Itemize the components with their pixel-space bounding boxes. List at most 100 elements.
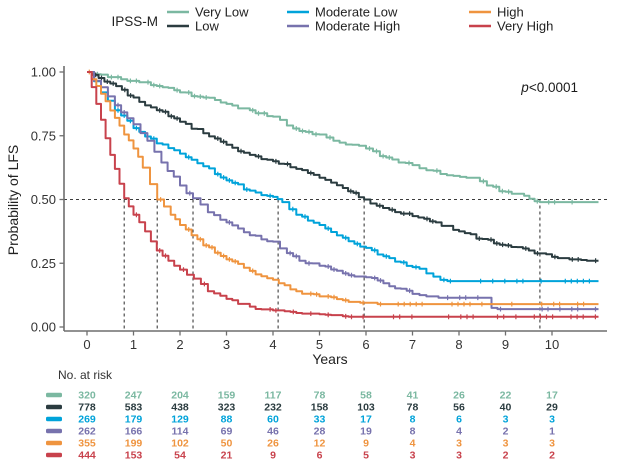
at-risk-count-high-year-0: 355 (78, 438, 96, 450)
at-risk-count-low-year-1: 583 (125, 402, 143, 414)
x-tick-label-6: 6 (362, 337, 369, 352)
x-tick-label-3: 3 (223, 337, 230, 352)
legend-label-moderate-high: Moderate High (315, 19, 400, 34)
at-risk-count-very-high-year-5: 6 (317, 450, 323, 462)
at-risk-count-moderate-high-year-0: 262 (78, 426, 96, 438)
at-risk-count-high-year-7: 4 (410, 438, 416, 450)
legend: IPSS-M Very Low Low Moderate Low Moderat… (111, 5, 553, 34)
at-risk-count-high-year-4: 26 (267, 438, 279, 450)
at-risk-count-very-low-year-7: 41 (407, 390, 419, 402)
at-risk-swatch-high (46, 440, 62, 446)
at-risk-count-moderate-high-year-10: 1 (549, 426, 555, 438)
km-curve-moderate-low (87, 71, 599, 283)
p-value-label: p (520, 80, 529, 95)
at-risk-count-low-year-6: 103 (357, 402, 375, 414)
at-risk-count-very-low-year-4: 117 (265, 390, 282, 402)
legend-label-low: Low (195, 19, 219, 34)
at-risk-swatch-very-low (46, 392, 62, 398)
at-risk-count-very-high-year-2: 54 (174, 450, 186, 462)
at-risk-count-high-year-2: 102 (171, 438, 189, 450)
km-curve-high (87, 71, 599, 306)
x-tick-label-2: 2 (176, 337, 183, 352)
at-risk-count-high-year-1: 199 (125, 438, 143, 450)
at-risk-count-very-high-year-8: 3 (456, 450, 462, 462)
at-risk-count-moderate-low-year-6: 17 (360, 414, 372, 426)
x-tick-label-8: 8 (455, 337, 462, 352)
at-risk-count-moderate-low-year-10: 3 (549, 414, 555, 426)
at-risk-count-low-year-0: 778 (78, 402, 96, 414)
y-tick-label-0: 0.00 (31, 320, 56, 335)
at-risk-count-very-low-year-10: 17 (546, 390, 558, 402)
at-risk-count-very-high-year-3: 21 (221, 450, 233, 462)
p-value-number: <0.0001 (529, 80, 578, 95)
x-tick-label-10: 10 (545, 337, 559, 352)
x-tick-label-9: 9 (502, 337, 509, 352)
at-risk-count-moderate-high-year-2: 114 (172, 426, 189, 438)
km-censor-ticks-very-high (135, 212, 596, 320)
x-tick-label-1: 1 (130, 337, 137, 352)
at-risk-count-moderate-high-year-5: 28 (314, 426, 326, 438)
at-risk-count-very-high-year-1: 153 (125, 450, 143, 462)
axis-ticks: 0 1 2 3 4 5 6 7 8 9 10 1.00 0.75 0.50 0.25 0.00 (31, 65, 560, 353)
x-tick-label-7: 7 (409, 337, 416, 352)
at-risk-count-moderate-low-year-2: 129 (171, 414, 189, 426)
at-risk-count-moderate-low-year-7: 8 (410, 414, 416, 426)
at-risk-count-high-year-5: 12 (314, 438, 326, 450)
x-tick-label-4: 4 (269, 337, 276, 352)
at-risk-count-moderate-high-year-3: 69 (221, 426, 233, 438)
km-censor-ticks-moderate-high (117, 102, 597, 312)
at-risk-swatch-moderate-low (46, 416, 62, 422)
km-curve-low (87, 71, 599, 262)
y-tick-label-0.75: 0.75 (31, 128, 56, 143)
at-risk-count-moderate-low-year-4: 60 (267, 414, 279, 426)
legend-title: IPSS-M (111, 14, 158, 29)
at-risk-count-low-year-10: 29 (546, 402, 558, 414)
at-risk-count-moderate-low-year-5: 33 (314, 414, 326, 426)
legend-label-high: High (497, 5, 524, 20)
at-risk-count-very-high-year-10: 2 (549, 450, 555, 462)
y-tick-label-1: 1.00 (31, 65, 56, 80)
at-risk-count-moderate-low-year-0: 269 (78, 414, 96, 426)
at-risk-count-high-year-9: 3 (503, 438, 509, 450)
at-risk-count-moderate-low-year-8: 6 (456, 414, 462, 426)
at-risk-count-very-low-year-6: 58 (360, 390, 372, 402)
at-risk-count-very-low-year-8: 26 (453, 390, 465, 402)
at-risk-count-very-low-year-2: 204 (171, 390, 189, 402)
at-risk-count-very-high-year-4: 9 (270, 450, 276, 462)
at-risk-count-very-high-year-9: 2 (503, 450, 509, 462)
legend-label-moderate-low: Moderate Low (315, 5, 398, 20)
x-tick-label-0: 0 (83, 337, 90, 352)
at-risk-count-low-year-9: 40 (500, 402, 512, 414)
at-risk-count-very-low-year-9: 22 (500, 390, 512, 402)
at-risk-count-low-year-5: 158 (311, 402, 329, 414)
x-tick-label-5: 5 (316, 337, 323, 352)
at-risk-count-moderate-high-year-1: 166 (125, 426, 143, 438)
at-risk-count-high-year-8: 3 (456, 438, 462, 450)
legend-label-very-low: Very Low (195, 5, 249, 20)
survival-curves (87, 69, 599, 320)
p-value-annotation: p<0.0001 (520, 80, 578, 95)
at-risk-count-very-high-year-0: 444 (78, 450, 96, 462)
at-risk-count-low-year-7: 78 (407, 402, 419, 414)
at-risk-count-moderate-low-year-3: 88 (221, 414, 233, 426)
at-risk-count-moderate-high-year-8: 4 (456, 426, 462, 438)
at-risk-count-high-year-3: 50 (221, 438, 233, 450)
at-risk-count-high-year-6: 9 (363, 438, 369, 450)
y-tick-label-0.5: 0.50 (31, 192, 56, 207)
km-censor-ticks-low (95, 72, 597, 264)
at-risk-swatch-very-high (46, 452, 62, 458)
at-risk-count-low-year-4: 232 (264, 402, 282, 414)
at-risk-count-low-year-8: 56 (453, 402, 465, 414)
legend-label-very-high: Very High (497, 19, 553, 34)
at-risk-count-moderate-low-year-9: 3 (503, 414, 509, 426)
at-risk-count-moderate-high-year-9: 2 (503, 426, 509, 438)
at-risk-count-very-high-year-7: 3 (410, 450, 416, 462)
at-risk-count-very-low-year-0: 320 (78, 390, 96, 402)
x-axis-title: Years (312, 351, 347, 367)
at-risk-count-high-year-10: 3 (549, 438, 555, 450)
km-censor-ticks-moderate-low (117, 107, 590, 284)
at-risk-count-very-low-year-5: 78 (314, 390, 326, 402)
